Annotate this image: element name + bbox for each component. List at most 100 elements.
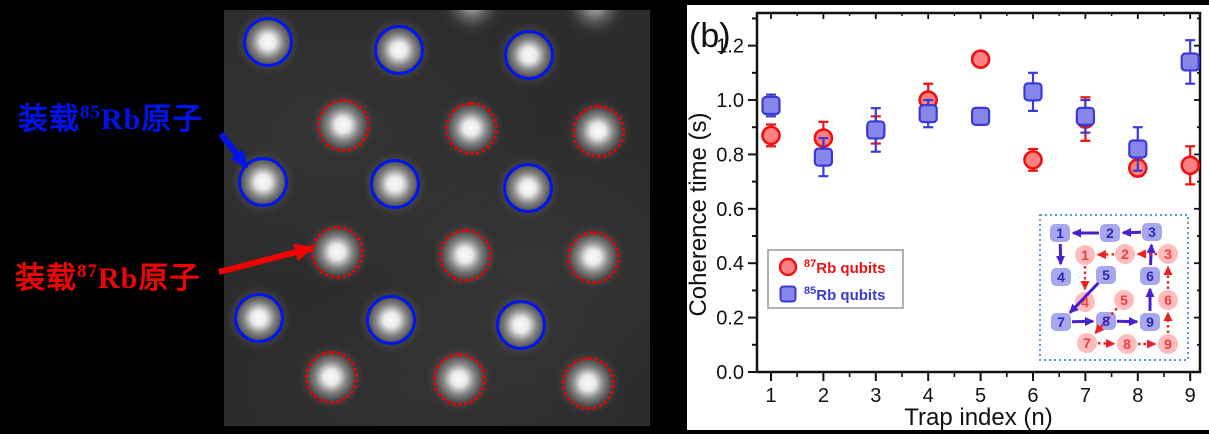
marker-85rb-trap5 xyxy=(970,106,991,126)
inset-blue-number-2: 2 xyxy=(1106,225,1114,241)
x-axis-title: Trap index (n) xyxy=(904,404,1053,430)
marker-87rb-trap1 xyxy=(761,125,781,146)
inset-blue-number-1: 1 xyxy=(1056,225,1064,241)
inset-blue-node-2 xyxy=(1100,224,1120,242)
label-load-87rb: 装载87Rb原子 xyxy=(15,253,200,297)
marker-85rb-trap1 xyxy=(761,95,781,116)
y-tick-label: 1.2 xyxy=(716,36,744,58)
panel-label: (b) xyxy=(689,17,731,55)
x-tick-label: 2 xyxy=(818,385,829,407)
inset-blue-node-6 xyxy=(1140,267,1160,285)
marker-87rb-trap5 xyxy=(970,49,991,70)
blue-solid-circle xyxy=(504,30,554,80)
inset-red-number-7: 7 xyxy=(1083,335,1091,351)
inset-blue-number-6: 6 xyxy=(1146,268,1154,284)
inset-red-number-5: 5 xyxy=(1120,292,1128,308)
x-tick-label: 3 xyxy=(870,385,881,407)
red-dotted-circle xyxy=(304,350,358,404)
blue-solid-circle xyxy=(366,295,416,345)
marker-85rb-trap9 xyxy=(1180,52,1200,72)
label-87-suffix: Rb原子 xyxy=(98,262,201,295)
legend-label-85rb: 85Rb qubits xyxy=(804,285,885,304)
blue-solid-circle xyxy=(503,163,553,213)
x-tick-label: 1 xyxy=(765,385,776,407)
inset-red-number-2: 2 xyxy=(1121,246,1129,262)
red-dotted-circle xyxy=(561,356,615,410)
blue-solid-circle xyxy=(238,157,288,207)
inset-blue-number-9: 9 xyxy=(1146,314,1154,330)
inset-blue-number-7: 7 xyxy=(1057,314,1065,330)
inset-red-node-1 xyxy=(1075,245,1095,265)
inset-red-number-6: 6 xyxy=(1164,292,1172,308)
y-axis-title: Coherence time (s) xyxy=(687,112,712,316)
red-dotted-circle xyxy=(444,101,498,155)
marker-87rb-trap9 xyxy=(1180,155,1201,176)
label-87-superscript: 87 xyxy=(77,261,98,282)
x-tick-label: 6 xyxy=(1027,385,1038,407)
label-85-suffix: Rb原子 xyxy=(101,103,204,136)
inset-red-node-4 xyxy=(1075,292,1095,312)
inset-blue-node-4 xyxy=(1051,268,1071,286)
label-load-85rb: 装载85Rb原子 xyxy=(18,94,203,138)
inset-red-node-9 xyxy=(1158,334,1178,354)
x-tick-label: 7 xyxy=(1080,385,1091,407)
inset-blue-number-3: 3 xyxy=(1148,224,1156,240)
red-dotted-circle xyxy=(571,104,625,158)
x-tick-label: 5 xyxy=(975,385,986,407)
faint-atom-spot xyxy=(440,10,504,36)
x-tick-label: 8 xyxy=(1132,385,1143,407)
inset-blue-number-4: 4 xyxy=(1057,269,1065,285)
red-dotted-circle xyxy=(566,230,620,284)
marker-85rb-trap2 xyxy=(813,147,833,167)
marker-85rb-trap6 xyxy=(1023,82,1043,102)
label-85-prefix: 装载 xyxy=(18,103,80,136)
blue-solid-circle xyxy=(496,300,546,350)
inset-blue-node-3 xyxy=(1142,223,1162,241)
y-tick-label: 0.4 xyxy=(716,253,744,275)
label-85-superscript: 85 xyxy=(80,102,101,123)
inset-blue-node-9 xyxy=(1140,313,1160,331)
fluorescence-image xyxy=(224,10,650,426)
inset-blue-node-7 xyxy=(1051,313,1071,331)
inset-red-number-1: 1 xyxy=(1081,247,1089,263)
inset-blue-arrow-5-7 xyxy=(1068,281,1100,314)
blue-solid-circle xyxy=(234,293,284,343)
red-dotted-circle xyxy=(310,225,364,279)
y-tick-label: 0.2 xyxy=(716,308,744,330)
legend-label-87rb: 87Rb qubits xyxy=(804,258,885,277)
inset-blue-number-8: 8 xyxy=(1102,313,1110,329)
red-dotted-circle xyxy=(316,98,370,152)
legend-marker-87rb xyxy=(778,257,798,277)
marker-85rb-trap4 xyxy=(918,104,938,124)
coherence-plot-panel: 0.0 0.2 0.4 0.6 0.8 1.0 1.2 1 2 3 4 5 6 7 8 9 Trap index… xyxy=(685,5,1209,431)
inset-red-number-9: 9 xyxy=(1164,336,1172,352)
label-87-prefix: 装载 xyxy=(15,262,77,295)
inset-red-number-3: 3 xyxy=(1164,246,1172,262)
inset-red-node-3 xyxy=(1158,244,1178,264)
red-dotted-circle xyxy=(438,228,492,282)
blue-solid-circle xyxy=(370,159,420,209)
y-tick-label: 0.8 xyxy=(716,144,744,166)
marker-85rb-trap7 xyxy=(1075,106,1095,126)
plot-frame xyxy=(755,11,1202,374)
marker-87rb-trap6 xyxy=(1023,150,1043,170)
inset-red-node-5 xyxy=(1114,290,1134,310)
inset-blue-node-5 xyxy=(1096,266,1116,284)
inset-blue-number-5: 5 xyxy=(1102,267,1110,283)
legend-marker-85rb xyxy=(779,285,797,303)
inset-red-number-8: 8 xyxy=(1123,336,1131,352)
y-tick-label: 0.0 xyxy=(716,362,744,384)
marker-85rb-trap3 xyxy=(866,120,886,140)
atom-image-panel: 装载85Rb原子 装载87Rb原子 xyxy=(15,10,650,426)
blue-solid-circle xyxy=(374,25,424,75)
inset-red-number-4: 4 xyxy=(1081,294,1089,310)
y-tick-label: 0.6 xyxy=(716,199,744,221)
blue-solid-circle xyxy=(243,17,293,67)
faint-atom-spot xyxy=(563,10,627,38)
inset-red-node-6 xyxy=(1158,290,1178,310)
x-tick-label: 4 xyxy=(923,385,934,407)
x-tick-label: 9 xyxy=(1185,385,1196,407)
inset-blue-node-1 xyxy=(1050,224,1070,242)
